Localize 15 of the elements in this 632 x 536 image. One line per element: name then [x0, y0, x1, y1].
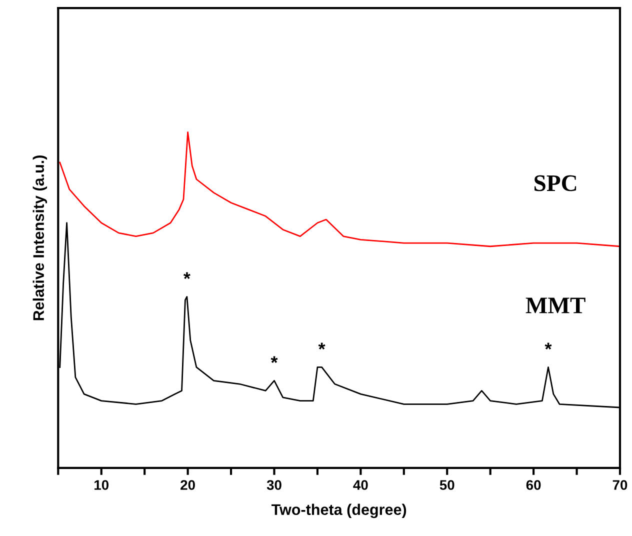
annotation: *: [544, 342, 552, 350]
x-tick-label: 70: [612, 480, 628, 490]
annotation: *: [318, 342, 326, 350]
x-tick-label: 40: [353, 480, 368, 490]
x-tick-label: 50: [440, 480, 454, 490]
annotation: *: [270, 356, 278, 363]
x-tick-label: 30: [266, 480, 282, 490]
x-tick-label: 20: [180, 480, 195, 490]
text: SPC: [534, 175, 576, 192]
y-axis-title: Relative Intensity (a.u.): [32, 156, 48, 320]
x-axis-title: Two-theta (degree): [271, 504, 406, 518]
text: MMT: [526, 298, 586, 314]
x-tick-label: 60: [526, 480, 541, 490]
x-tick-label: 10: [94, 480, 109, 490]
annotation: *: [183, 272, 190, 280]
